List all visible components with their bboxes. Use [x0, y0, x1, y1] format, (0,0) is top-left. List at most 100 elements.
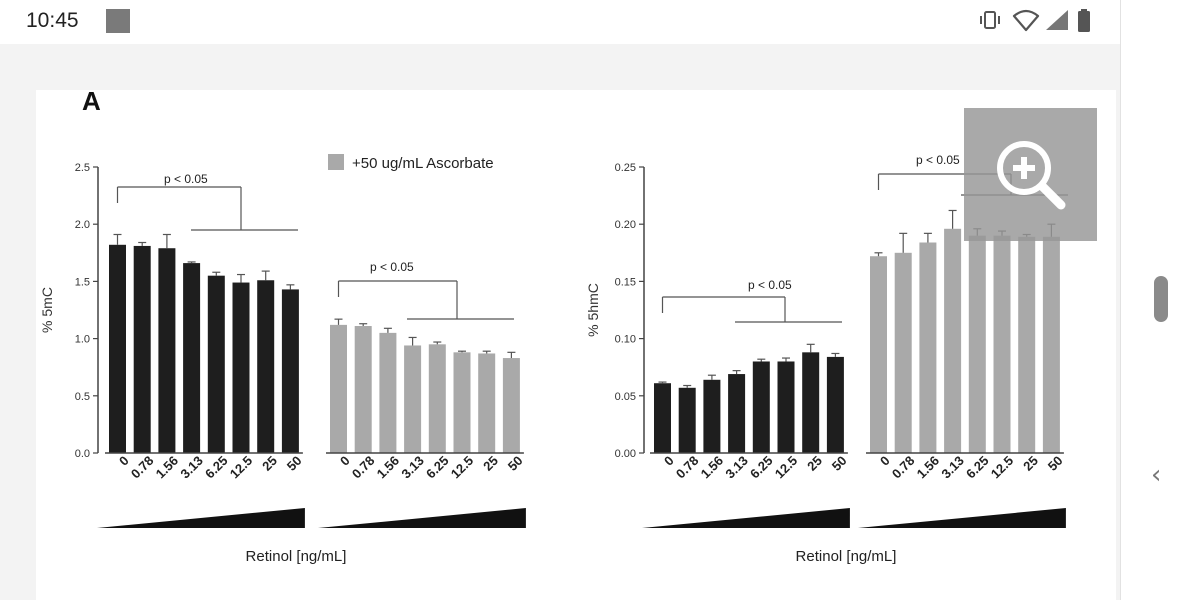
y-axis-label: % 5mC: [39, 287, 55, 333]
x-tick-label: 50: [829, 453, 850, 474]
chart-5mc: 0.00.51.01.52.02.5% 5mC00.781.563.136.25…: [39, 154, 526, 565]
x-tick-label: 0: [661, 453, 677, 469]
x-axis-label: Retinol [ng/mL]: [246, 548, 347, 565]
status-bar: 10:45: [0, 0, 1120, 44]
bar: [1042, 236, 1060, 453]
y-tick-label: 0.0: [75, 448, 90, 460]
zoom-in-button[interactable]: [964, 108, 1097, 241]
figure-svg: A 0.00.51.01.52.02.5% 5mC00.781.563.136.…: [39, 86, 1068, 565]
bar: [404, 345, 422, 453]
bar: [777, 361, 795, 453]
x-tick-label: 3.13: [177, 453, 206, 482]
y-tick-label: 0.05: [615, 391, 636, 403]
bar: [453, 352, 471, 453]
concentration-wedge: [318, 508, 526, 528]
bar: [354, 326, 372, 453]
significance-label: p < 0.05: [916, 153, 960, 167]
x-tick-label: 12.5: [988, 453, 1017, 482]
bar: [870, 256, 887, 453]
bar: [728, 374, 746, 453]
y-axis-label: % 5hmC: [585, 283, 601, 337]
bar: [968, 235, 986, 453]
x-tick-label: 6.25: [963, 453, 992, 482]
y-tick-label: 2.5: [75, 162, 90, 174]
x-tick-label: 3.13: [398, 453, 427, 482]
bar: [752, 361, 770, 453]
bar: [919, 242, 937, 453]
y-tick-label: 1.0: [75, 334, 90, 346]
x-tick-label: 25: [804, 453, 825, 474]
bar: [502, 358, 520, 453]
bar: [894, 252, 912, 453]
x-tick-label: 6.25: [202, 453, 231, 482]
bar: [379, 332, 397, 453]
y-tick-label: 1.5: [75, 276, 90, 288]
x-tick-label: 50: [505, 453, 526, 474]
x-tick-label: 25: [480, 453, 501, 474]
bar: [428, 344, 446, 453]
y-tick-label: 2.0: [75, 219, 90, 231]
signal-icon: [1046, 10, 1068, 30]
x-axis-label: Retinol [ng/mL]: [796, 548, 897, 565]
bar: [232, 282, 250, 453]
x-tick-label: 0: [337, 453, 353, 469]
x-tick-label: 6.25: [423, 453, 452, 482]
significance-label: p < 0.05: [164, 172, 208, 186]
bar: [207, 275, 225, 453]
legend-swatch: [328, 154, 344, 170]
legend-label: +50 ug/mL Ascorbate: [352, 155, 494, 172]
bar: [257, 280, 275, 453]
chart-5hmc: 0.000.050.100.150.200.25% 5hmC00.781.563…: [585, 153, 1068, 565]
vibrate-icon: [980, 11, 1000, 29]
x-tick-label: 1.56: [374, 453, 403, 482]
bar: [703, 379, 721, 453]
y-tick-label: 0.15: [615, 276, 636, 288]
bar: [478, 353, 496, 453]
x-tick-label: 0.78: [349, 453, 378, 482]
bar: [993, 235, 1011, 453]
x-tick-label: 1.56: [698, 453, 727, 482]
status-time: 10:45: [26, 9, 79, 32]
wifi-icon: [1012, 9, 1040, 32]
bar: [109, 244, 126, 453]
figure-image: A 0.0 0.5 1.0 1.5 2.0 2.5% 5mC 0 0.78 1.56 3.13 6.…: [36, 86, 1116, 600]
x-tick-label: 0.78: [128, 453, 157, 482]
y-tick-label: 0.25: [615, 162, 636, 174]
bar: [654, 383, 671, 453]
x-tick-label: 12.5: [772, 453, 801, 482]
x-tick-label: 3.13: [938, 453, 967, 482]
x-tick-label: 0: [877, 453, 893, 469]
y-tick-label: 0.5: [75, 391, 90, 403]
x-tick-label: 12.5: [227, 453, 256, 482]
x-tick-label: 50: [284, 453, 305, 474]
bar: [944, 228, 962, 453]
chevron-left-icon[interactable]: ‹: [1151, 460, 1162, 490]
notification-icon: [106, 9, 130, 33]
bar: [1018, 236, 1036, 453]
x-tick-label: 0: [116, 453, 132, 469]
y-tick-label: 0.20: [615, 219, 636, 231]
x-tick-label: 0.78: [889, 453, 918, 482]
x-tick-label: 3.13: [722, 453, 751, 482]
panel-label: A: [82, 90, 101, 116]
x-tick-label: 25: [259, 453, 280, 474]
bar: [281, 289, 299, 453]
bar: [158, 248, 176, 453]
x-tick-label: 25: [1020, 453, 1041, 474]
zoom-in-icon: [997, 141, 1066, 210]
bar: [330, 324, 347, 453]
bar: [802, 352, 820, 453]
x-tick-label: 0.78: [673, 453, 702, 482]
concentration-wedge: [97, 508, 305, 528]
bar: [183, 263, 201, 453]
significance-label: p < 0.05: [748, 278, 792, 292]
x-tick-label: 1.56: [914, 453, 943, 482]
status-icons: [972, 8, 1102, 36]
scrollbar-handle[interactable]: [1154, 276, 1168, 322]
y-tick-label: 0.00: [615, 448, 636, 460]
bar: [133, 245, 151, 453]
concentration-wedge: [858, 508, 1066, 528]
x-tick-label: 50: [1045, 453, 1066, 474]
x-tick-label: 1.56: [153, 453, 182, 482]
side-panel: ‹: [1120, 0, 1200, 600]
